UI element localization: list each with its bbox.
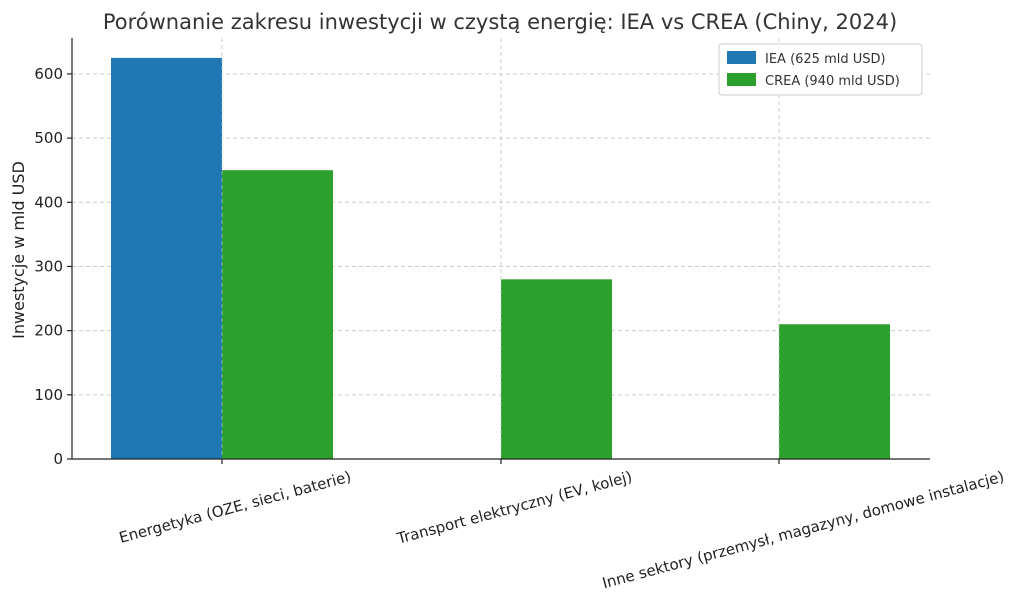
y-tick-label: 500 [34, 129, 63, 147]
x-tick-label: Transport elektryczny (EV, kolej) [394, 467, 634, 547]
x-axis-ticks: Energetyka (OZE, sieci, baterie) Transpor… [117, 459, 1006, 592]
x-tick-label: Energetyka (OZE, sieci, baterie) [117, 467, 353, 546]
legend-swatch [727, 73, 756, 86]
bar-crea [501, 279, 612, 459]
y-tick-label: 100 [34, 386, 63, 404]
y-tick-label: 200 [34, 322, 63, 340]
x-tick-label: Inne sektory (przemysł, magazyny, domowe… [600, 467, 1006, 592]
y-axis-ticks: 0 100 200 300 400 500 600 [34, 65, 72, 468]
legend-label: CREA (940 mld USD) [765, 74, 900, 89]
y-axis-label: Inwestycje w mld USD [9, 161, 28, 339]
chart-title: Porównanie zakresu inwestycji w czystą e… [103, 10, 897, 34]
bar-iea [111, 57, 222, 460]
legend-box [718, 43, 923, 96]
y-tick-label: 0 [53, 450, 63, 468]
bar-crea [779, 324, 890, 459]
y-tick-label: 600 [34, 65, 63, 83]
y-tick-label: 300 [34, 257, 63, 275]
y-tick-label: 400 [34, 193, 63, 211]
bar-crea [222, 170, 333, 459]
legend-label: IEA (625 mld USD) [765, 52, 886, 67]
legend: IEA (625 mld USD) CREA (940 mld USD) [718, 43, 923, 96]
legend-swatch [727, 51, 756, 64]
bars [111, 38, 890, 460]
